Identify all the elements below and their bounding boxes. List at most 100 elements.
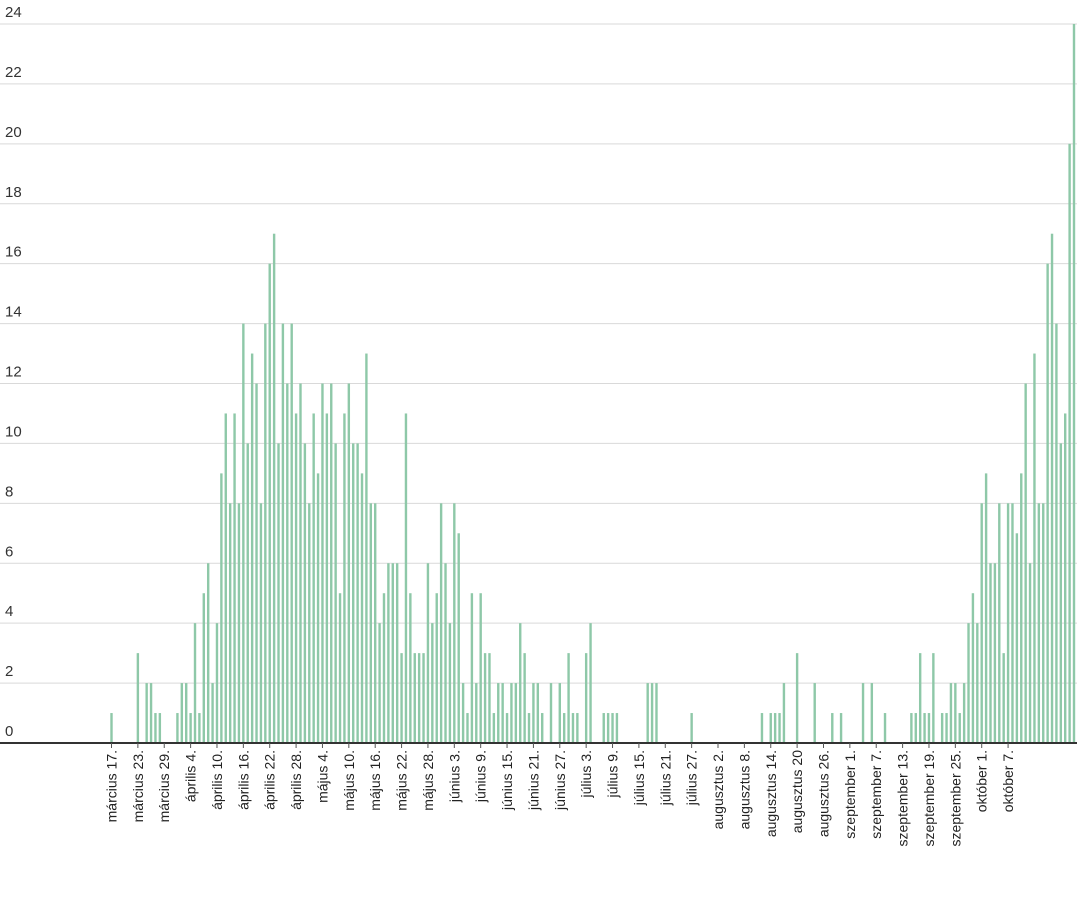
y-tick-label: 4 — [5, 603, 13, 620]
bar — [136, 653, 140, 744]
bar — [927, 713, 931, 743]
bar — [189, 713, 192, 743]
bar — [404, 413, 408, 743]
x-tick-label: május 16. — [367, 750, 383, 811]
bar — [409, 593, 412, 743]
bar — [360, 473, 364, 744]
x-tick-label: augusztus 8. — [736, 750, 752, 829]
bar — [255, 383, 258, 743]
bar — [795, 653, 799, 744]
bar — [457, 533, 460, 743]
bar — [646, 683, 649, 743]
bar — [769, 713, 772, 743]
gridlines — [0, 23, 1077, 684]
bar — [932, 653, 935, 744]
bar — [532, 683, 535, 743]
bar — [567, 653, 570, 744]
bar — [374, 503, 377, 743]
bar — [782, 683, 786, 743]
bar — [356, 443, 359, 743]
bar — [268, 263, 271, 743]
bar — [180, 683, 184, 743]
bar — [220, 473, 223, 744]
bar — [778, 713, 781, 743]
bar — [228, 503, 232, 743]
x-tick-label: március 23. — [130, 750, 146, 822]
bar — [185, 683, 188, 743]
bar — [470, 593, 474, 743]
bar — [237, 503, 241, 743]
bar — [1002, 653, 1005, 744]
bar — [954, 683, 957, 743]
bar — [589, 623, 592, 743]
bar — [541, 713, 544, 743]
bar — [242, 323, 245, 743]
x-tick-label: március 17. — [104, 750, 120, 822]
x-tick-label: augusztus 20 — [789, 750, 805, 833]
bar — [501, 683, 504, 743]
bar — [523, 653, 526, 744]
bar — [993, 563, 997, 743]
bar — [1055, 323, 1058, 743]
bar — [259, 503, 263, 743]
x-tick-label: április 28. — [288, 750, 304, 810]
bar — [971, 593, 975, 743]
bar — [923, 713, 926, 743]
bar — [514, 683, 518, 743]
bar — [690, 713, 693, 743]
bar — [176, 713, 179, 743]
bar — [1006, 503, 1010, 743]
x-tick-label: május 28. — [420, 750, 436, 811]
bar — [1028, 563, 1032, 743]
bar — [431, 623, 434, 743]
bar — [1042, 503, 1045, 743]
y-tick-label: 6 — [5, 543, 13, 560]
bar — [453, 503, 456, 743]
y-tick-label: 24 — [5, 4, 22, 21]
bar — [527, 713, 531, 743]
bar — [984, 473, 988, 744]
bar — [1068, 143, 1071, 743]
bar — [378, 623, 381, 743]
bar — [958, 713, 961, 743]
x-tick-label: június 15. — [499, 750, 515, 811]
bar — [334, 443, 337, 743]
bar — [391, 563, 394, 743]
x-tick-label: július 15. — [631, 750, 647, 806]
bar — [989, 563, 992, 743]
bar — [976, 623, 979, 743]
y-tick-label: 14 — [5, 304, 22, 321]
bar — [286, 383, 289, 743]
bar — [519, 623, 522, 743]
bar — [369, 503, 372, 743]
bar — [422, 653, 425, 744]
bar — [861, 683, 865, 743]
bar — [883, 713, 887, 743]
bar — [1050, 233, 1054, 743]
x-tick-label: április 22. — [262, 750, 278, 810]
bar — [914, 713, 917, 743]
x-tick-label: szeptember 13. — [895, 750, 911, 847]
bar — [444, 563, 447, 743]
x-tick-label: szeptember 1. — [842, 750, 858, 839]
bar — [281, 323, 285, 743]
x-tick-label: május 10. — [341, 750, 357, 811]
bar — [475, 683, 478, 743]
y-tick-label: 2 — [5, 663, 13, 680]
bar — [264, 323, 267, 743]
y-tick-label: 8 — [5, 483, 13, 500]
x-tick-label: július 21. — [657, 750, 673, 806]
x-tick-label: október 7. — [1000, 750, 1016, 812]
bar — [435, 593, 438, 743]
bar — [549, 683, 553, 743]
bar — [1024, 383, 1027, 743]
bar — [505, 713, 509, 743]
bar — [316, 473, 320, 744]
bar — [510, 683, 513, 743]
bar — [466, 713, 469, 743]
bar — [413, 653, 416, 744]
bars — [110, 24, 1076, 744]
bar — [338, 593, 342, 743]
y-tick-label: 20 — [5, 124, 22, 141]
